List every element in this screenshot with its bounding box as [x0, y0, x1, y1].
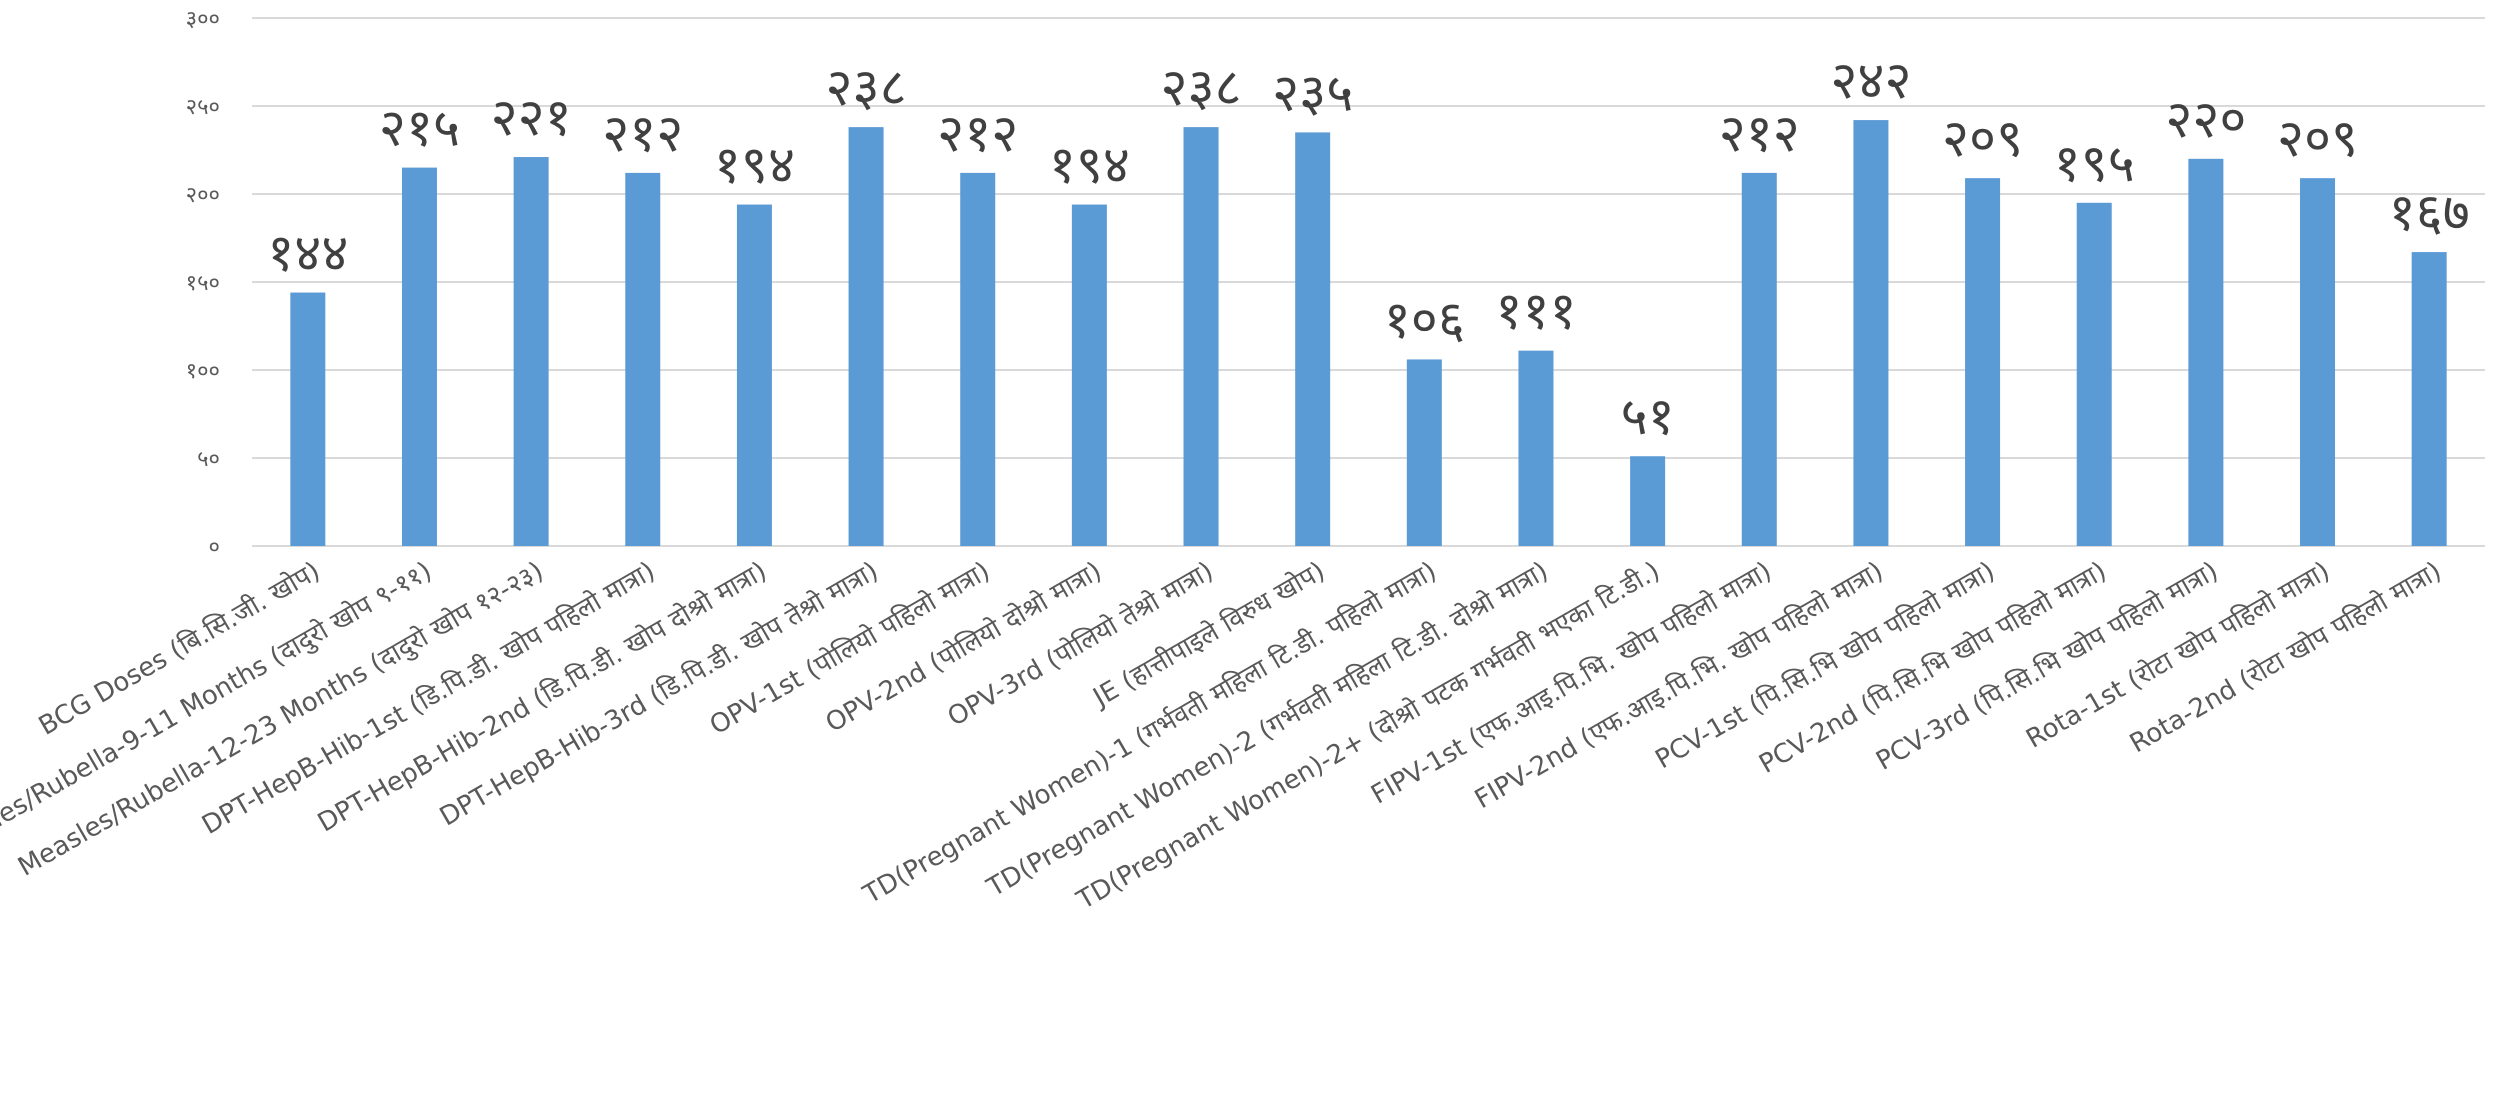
data-label: १९४ [1049, 136, 1130, 196]
y-tick-label: २५० [186, 95, 220, 120]
x-axis-ticks: BCG Doses (बि.सि.जी. खोप)Measles/Rubella… [0, 555, 2447, 916]
x-tick-label: FIPV-1st (एफ.आइ.पि.भि. खोप पहिलो मात्रा) [1366, 555, 1777, 810]
data-label: १०६ [1384, 290, 1465, 350]
bar [1295, 132, 1331, 546]
y-tick-label: १५० [186, 271, 220, 296]
data-label: २२१ [491, 88, 572, 148]
data-label: ५१ [1621, 387, 1675, 447]
y-tick-label: ० [209, 535, 220, 560]
data-label: १९५ [2054, 134, 2135, 194]
data-label: १६७ [2389, 183, 2470, 243]
bar [736, 204, 772, 546]
data-label: २४२ [1830, 51, 1911, 111]
bar [960, 172, 996, 546]
data-label: २३८ [1160, 58, 1241, 118]
bar [2188, 158, 2224, 547]
bar [2076, 202, 2112, 547]
bar [848, 127, 884, 547]
data-labels: १४४ २१५ २२१ २१२ १९४ २३८ २१२ १९४ २३८ २३५ १०६ १११ ५१ २१… [267, 51, 2469, 447]
gridlines [252, 17, 2485, 547]
data-label: २०९ [1942, 109, 2023, 169]
bar [513, 157, 549, 547]
bar [401, 167, 437, 546]
bar [1518, 350, 1554, 546]
data-label: २१५ [379, 99, 460, 159]
y-tick-label: २०० [186, 183, 220, 208]
bar [625, 172, 661, 546]
bar [1853, 120, 1889, 546]
y-tick-label: १०० [186, 359, 220, 384]
bar [2411, 252, 2447, 546]
bar [1406, 359, 1442, 546]
y-axis-ticks: ० ५० १०० १५० २०० २५० ३०० [186, 7, 220, 560]
data-label: २२० [2165, 90, 2246, 150]
data-label: २१२ [602, 104, 683, 164]
data-label: २१२ [937, 104, 1018, 164]
data-label: २३५ [1272, 63, 1353, 123]
y-tick-label: ५० [197, 447, 220, 472]
bar [1965, 178, 2001, 546]
bar [290, 292, 326, 546]
data-label: १४४ [267, 224, 348, 284]
bar [1741, 172, 1777, 546]
data-label: २१२ [1719, 104, 1800, 164]
bars [290, 120, 2447, 547]
bar [1071, 204, 1107, 546]
y-tick-label: ३०० [186, 7, 220, 32]
bar [2300, 178, 2336, 546]
data-label: २०९ [2277, 109, 2358, 169]
bar [1183, 127, 1219, 547]
bar [1630, 456, 1666, 546]
data-label: २३८ [826, 58, 907, 118]
data-label: १९४ [714, 136, 795, 196]
data-label: १११ [1495, 282, 1576, 342]
